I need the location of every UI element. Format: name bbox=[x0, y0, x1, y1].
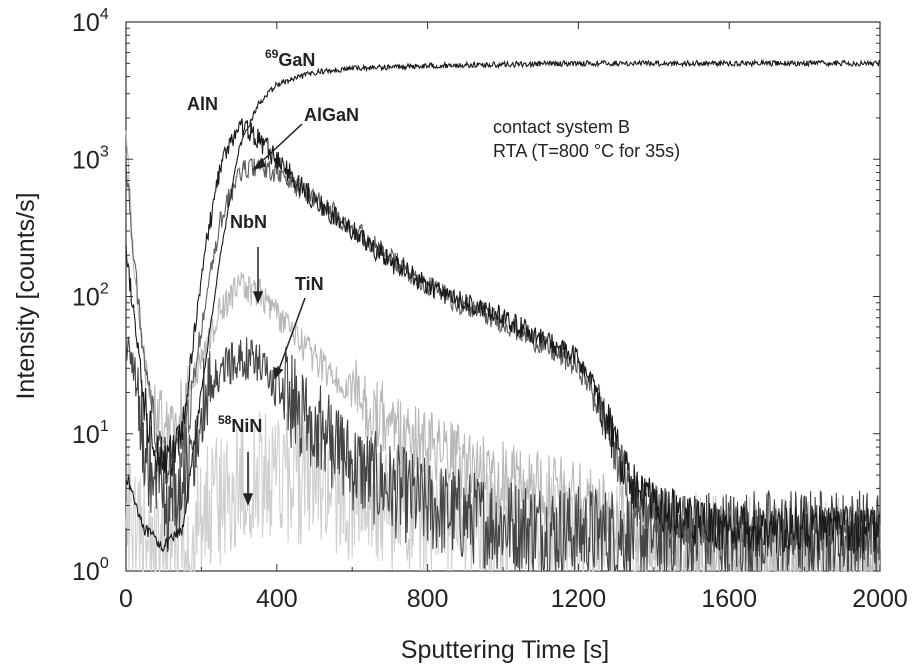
y-tick-base: 10 bbox=[72, 146, 100, 174]
y-tick-base: 10 bbox=[72, 558, 100, 586]
label-58nin-sup: 58 bbox=[218, 413, 232, 427]
label-algan: AlGaN bbox=[304, 105, 359, 125]
x-tick-label: 800 bbox=[407, 585, 449, 613]
arrow-algan-head bbox=[251, 157, 267, 171]
y-tick-exponent: 0 bbox=[100, 555, 109, 572]
y-axis-label: Intensity [counts/s] bbox=[12, 192, 40, 399]
label-69gan-text: GaN bbox=[278, 50, 315, 70]
label-69gan-sup: 69 bbox=[265, 47, 279, 61]
label-58nin-text: NiN bbox=[231, 416, 262, 436]
series-line-aln bbox=[125, 118, 881, 555]
y-tick-exponent: 2 bbox=[100, 281, 109, 298]
annotation-arrows bbox=[242, 123, 306, 507]
series-layer bbox=[125, 58, 881, 574]
x-tick-label: 400 bbox=[256, 585, 298, 613]
y-tick-label: 104 bbox=[72, 6, 109, 37]
label-tin: TiN bbox=[295, 274, 324, 294]
y-tick-label: 102 bbox=[72, 281, 109, 312]
series-line-69gan bbox=[125, 58, 881, 553]
y-tick-label: 101 bbox=[72, 418, 109, 449]
y-tick-base: 10 bbox=[72, 421, 100, 449]
annotation-line-1: contact system B bbox=[493, 117, 630, 137]
arrow-tin bbox=[277, 297, 306, 373]
annotation-line-2: RTA (T=800 °C for 35s) bbox=[493, 141, 680, 161]
label-58nin: 58NiN bbox=[218, 413, 262, 436]
label-aln: AlN bbox=[187, 94, 218, 114]
x-tick-label: 2000 bbox=[852, 585, 908, 613]
y-tick-exponent: 4 bbox=[100, 6, 109, 23]
x-axis: 0 400 800 1200 1600 2000 bbox=[119, 22, 908, 613]
y-tick-exponent: 3 bbox=[100, 143, 109, 160]
x-tick-label: 1600 bbox=[701, 585, 757, 613]
x-axis-label: Sputtering Time [s] bbox=[401, 636, 609, 664]
x-tick-label: 1200 bbox=[551, 585, 607, 613]
label-69gan: 69GaN bbox=[265, 47, 315, 70]
arrow-58nin-head bbox=[242, 493, 254, 507]
x-tick-label: 0 bbox=[119, 585, 133, 613]
y-tick-base: 10 bbox=[72, 9, 100, 37]
arrow-tin-head bbox=[273, 367, 284, 380]
y-tick-label: 103 bbox=[72, 143, 109, 174]
y-tick-label: 100 bbox=[72, 555, 109, 586]
arrow-algan bbox=[257, 123, 303, 166]
series-line-tin bbox=[125, 336, 881, 573]
label-nbn: NbN bbox=[230, 212, 267, 232]
series-line-nbn bbox=[125, 130, 881, 573]
y-tick-exponent: 1 bbox=[100, 418, 109, 435]
arrow-nbn-head bbox=[252, 291, 264, 305]
y-tick-base: 10 bbox=[72, 284, 100, 312]
